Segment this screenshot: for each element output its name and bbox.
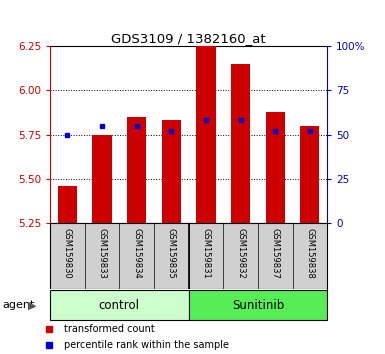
Bar <box>189 290 327 320</box>
Text: GSM159835: GSM159835 <box>167 228 176 279</box>
Bar <box>231 64 250 223</box>
Text: ▶: ▶ <box>28 300 36 310</box>
Text: percentile rank within the sample: percentile rank within the sample <box>64 340 229 350</box>
Bar <box>50 290 189 320</box>
Text: transformed count: transformed count <box>64 324 155 333</box>
Bar <box>300 126 320 223</box>
Text: GSM159834: GSM159834 <box>132 228 141 279</box>
Text: Sunitinib: Sunitinib <box>232 299 284 312</box>
Text: GSM159830: GSM159830 <box>63 228 72 279</box>
Bar <box>92 135 112 223</box>
Text: GSM159833: GSM159833 <box>97 228 107 279</box>
Bar <box>58 186 77 223</box>
Text: GSM159831: GSM159831 <box>201 228 211 279</box>
Bar <box>196 46 216 223</box>
Text: GSM159832: GSM159832 <box>236 228 245 279</box>
Text: agent: agent <box>2 300 34 310</box>
Bar <box>162 120 181 223</box>
Text: GSM159838: GSM159838 <box>305 228 315 279</box>
Bar <box>127 117 146 223</box>
Text: control: control <box>99 299 140 312</box>
Bar <box>266 112 285 223</box>
Text: GSM159837: GSM159837 <box>271 228 280 279</box>
Title: GDS3109 / 1382160_at: GDS3109 / 1382160_at <box>111 32 266 45</box>
